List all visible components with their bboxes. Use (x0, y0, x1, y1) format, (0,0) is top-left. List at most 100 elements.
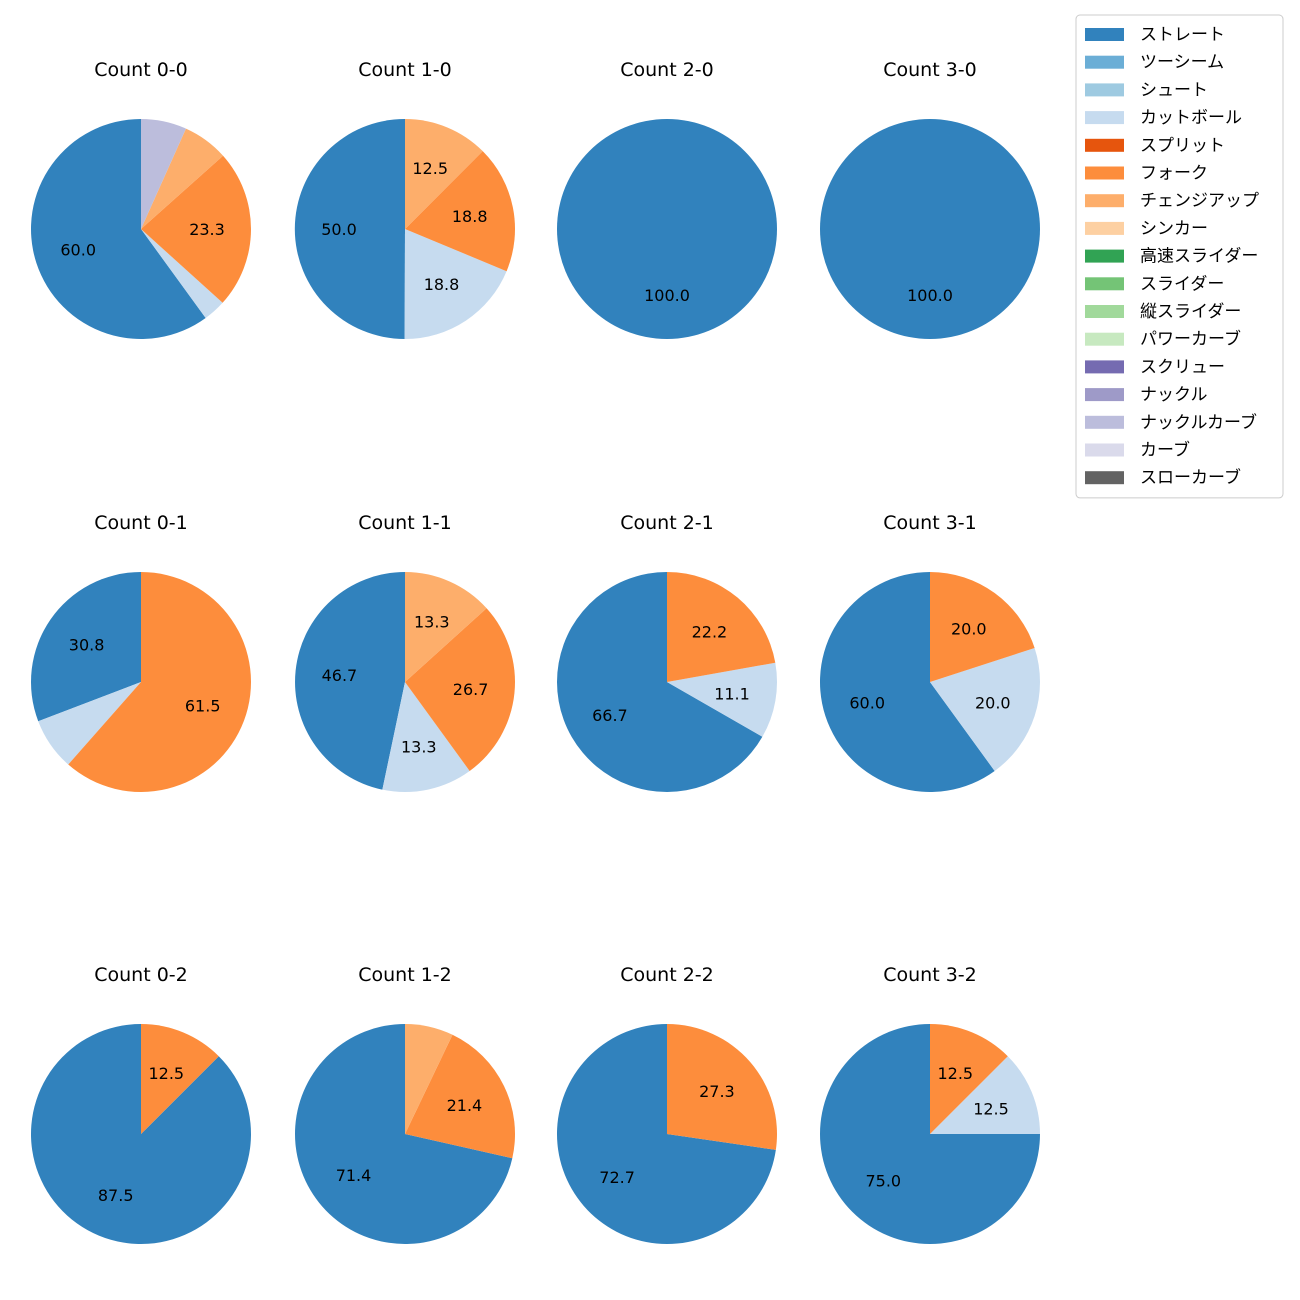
legend-label: スプリット (1140, 136, 1225, 156)
legend-swatch (1085, 221, 1124, 235)
pie-slice-label: 26.7 (453, 680, 489, 699)
legend-swatch (1085, 249, 1124, 263)
pie-slice (295, 1024, 513, 1244)
pie-slice (141, 229, 223, 318)
pie-slice-label: 46.7 (322, 666, 358, 685)
legend-swatch (1085, 83, 1124, 97)
pie-slice (557, 572, 763, 792)
legend-swatch (1085, 388, 1124, 402)
legend-frame (1075, 14, 1284, 499)
legend-label: パワーカーブ (1140, 329, 1241, 350)
legend-label: スライダー (1140, 274, 1224, 294)
pie-slice (295, 572, 405, 790)
pie-slice-label: 50.0 (321, 220, 357, 239)
legend-swatch (1085, 55, 1124, 69)
pie-slice (405, 572, 487, 682)
legend-swatch (1085, 138, 1124, 152)
pie-slice (141, 128, 224, 229)
pie-slice-label: 71.4 (336, 1166, 372, 1185)
pie-title: Count 0-1 (94, 512, 188, 534)
pie-slice (667, 1024, 777, 1150)
pie-slice (667, 572, 776, 682)
pie-slice-label: 60.0 (60, 240, 96, 259)
pie-title: Count 3-0 (883, 59, 977, 81)
legend-swatch (1085, 111, 1124, 125)
pie-slice (68, 572, 252, 793)
pie-chart: Count 3-1 60.0 20.0 20.0 (820, 512, 1041, 792)
pie-chart: Count 0-2 87.5 12.5 (30, 964, 251, 1244)
pie-title: Count 1-2 (358, 964, 452, 986)
pie-slice-label: 12.5 (412, 159, 448, 178)
pie-title: Count 2-0 (620, 59, 714, 81)
legend-swatch (1085, 443, 1124, 457)
pie-slice (141, 1024, 219, 1134)
pie-slice-label: 100.0 (644, 286, 690, 305)
pie-chart: Count 1-2 71.4 21.4 (295, 964, 516, 1244)
pie-title: Count 0-0 (94, 59, 188, 81)
pie-slice-label: 75.0 (865, 1172, 901, 1191)
pie-slice-label: 11.1 (714, 684, 750, 703)
pie-slice (141, 155, 251, 303)
pie-slice (405, 151, 515, 272)
legend: ストレートツーシームシュートカットボールスプリットフォークチェンジアップシンカー… (1075, 14, 1284, 499)
legend-label: ナックルカーブ (1140, 412, 1257, 433)
pie-title: Count 1-0 (358, 59, 452, 81)
pie-slice-label: 30.8 (69, 636, 105, 655)
pie-slice-label: 20.0 (951, 620, 987, 639)
pie-title: Count 2-2 (620, 964, 714, 986)
pie-slice (141, 119, 186, 229)
pie-slice (405, 119, 483, 229)
legend-swatch (1085, 332, 1124, 346)
legend-label: シンカー (1140, 219, 1208, 239)
pie-slice (820, 572, 995, 792)
pie-slice (382, 682, 470, 792)
pie-slice-label: 12.5 (148, 1064, 184, 1083)
legend-label: ストレート (1140, 25, 1225, 45)
pie-slice (404, 229, 507, 340)
pie-slice-label: 12.5 (937, 1064, 973, 1083)
legend-label: ナックル (1140, 385, 1208, 405)
pie-slice-label: 22.2 (692, 622, 728, 641)
pie-slice (38, 682, 141, 765)
legend-label: 縦スライダー (1140, 302, 1241, 322)
pie-slice-label: 21.4 (447, 1096, 483, 1115)
legend-swatch (1085, 471, 1124, 485)
pie-slice-label: 66.7 (592, 706, 628, 725)
pie-slice-label: 12.5 (973, 1100, 1009, 1119)
pie-slice-label: 18.8 (424, 275, 460, 294)
pie-chart: Count 3-2 75.0 12.512.5 (820, 964, 1040, 1244)
pie-slice-label: 87.5 (98, 1186, 134, 1205)
legend-label: ツーシーム (1140, 53, 1224, 73)
legend-label: フォーク (1140, 164, 1208, 184)
charts-layer: Count 0-0 60.0 23.3 Count 1-0 50.0 18.8 18.8 12… (30, 59, 1041, 1244)
pie-slice (30, 572, 141, 722)
pie-slice (930, 648, 1041, 771)
legend-label: シュート (1140, 80, 1208, 100)
pie-slice-label: 13.3 (401, 738, 437, 757)
pie-slice (405, 1034, 516, 1159)
pie-slice (405, 608, 516, 771)
pie-chart: Count 3-0 100.0 (820, 59, 1040, 339)
legend-label: チェンジアップ (1140, 191, 1259, 211)
pie-slice (557, 119, 777, 339)
pie-slice-label: 61.5 (185, 696, 221, 715)
pie-slice-label: 100.0 (907, 286, 953, 305)
pie-slice (294, 118, 405, 339)
pie-title: Count 3-2 (883, 964, 977, 986)
pie-title: Count 2-1 (620, 512, 714, 534)
pie-slice-label: 13.3 (414, 613, 450, 632)
legend-swatch (1085, 360, 1124, 374)
pie-chart: Count 1-1 46.7 13.3 26.7 13.3 (295, 512, 516, 792)
pie-chart: Count 0-1 30.8 61.5 (30, 512, 252, 793)
pie-slice (30, 1024, 251, 1244)
pie-slice-label: 20.0 (975, 693, 1011, 712)
pie-slice (405, 1024, 453, 1134)
pie-slice-label: 60.0 (849, 693, 885, 712)
pie-slice (556, 1024, 776, 1244)
pie-slice (31, 119, 206, 339)
legend-swatch (1085, 305, 1124, 318)
pie-chart: Count 2-1 66.7 11.1 22.2 (557, 512, 777, 792)
pie-slice (930, 572, 1035, 682)
pie-chart: Count 2-2 72.7 27.3 (556, 964, 777, 1244)
